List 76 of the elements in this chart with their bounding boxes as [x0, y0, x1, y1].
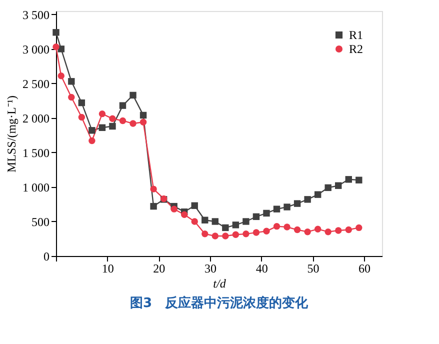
y-tick-label: 2 500	[22, 76, 50, 91]
point	[356, 176, 362, 184]
point	[242, 218, 250, 225]
point	[294, 226, 301, 234]
point	[273, 222, 280, 230]
x-tick-label: 40	[256, 262, 268, 276]
point	[88, 127, 96, 134]
point	[150, 186, 157, 192]
x-tick-label: 50	[307, 262, 320, 276]
point	[252, 229, 260, 236]
y-tick-label: 0	[44, 250, 50, 264]
point	[294, 200, 301, 207]
x-tick-label: 30	[204, 262, 217, 276]
point	[222, 224, 229, 232]
y-tick-label: 1 000	[22, 180, 50, 194]
point	[304, 196, 311, 203]
point	[78, 99, 86, 106]
point	[140, 112, 147, 119]
point	[130, 120, 136, 127]
point	[345, 226, 352, 234]
point	[284, 204, 290, 210]
y-axis-title: MLSS/(mg·L⁻¹)	[4, 96, 18, 172]
point	[88, 137, 96, 144]
point	[52, 29, 60, 36]
y-tick-label: 2 000	[22, 111, 50, 126]
point	[109, 122, 116, 130]
point	[150, 202, 157, 210]
point	[212, 218, 219, 225]
caption: 图3 反应器中污泥浓度的变化	[130, 295, 310, 311]
point	[68, 94, 75, 101]
point	[242, 230, 250, 238]
point	[202, 230, 208, 238]
point	[191, 202, 198, 209]
y-tick-label: 3 500	[22, 8, 50, 22]
point	[68, 78, 75, 85]
point	[324, 184, 332, 192]
point	[202, 216, 208, 224]
point	[273, 206, 280, 212]
y-tick-label: 500	[32, 214, 50, 229]
point	[98, 124, 106, 131]
y-tick-label: 1 500	[22, 146, 50, 160]
point	[109, 115, 116, 122]
legend-label: R1	[349, 28, 364, 42]
point	[119, 102, 126, 109]
point	[191, 218, 198, 225]
point	[222, 232, 229, 240]
point	[232, 222, 240, 228]
x-axis-title: t/d	[213, 276, 227, 290]
point	[345, 176, 352, 183]
point	[130, 92, 136, 99]
point	[78, 114, 86, 121]
x-tick-label: 60	[358, 262, 371, 276]
point	[232, 231, 240, 238]
point	[52, 44, 60, 50]
point	[170, 206, 178, 212]
point	[98, 110, 106, 118]
point	[180, 211, 188, 218]
point	[356, 224, 362, 232]
point	[119, 117, 126, 124]
point	[314, 226, 322, 232]
point	[58, 72, 64, 80]
y-tick-label: 3 000	[22, 42, 50, 56]
x-tick-label: 20	[153, 262, 166, 276]
point	[284, 224, 290, 230]
legend-label: R2	[349, 42, 364, 56]
point	[335, 182, 342, 189]
point	[314, 191, 322, 198]
x-tick-label: 10	[102, 262, 114, 276]
point	[324, 228, 332, 236]
point	[335, 227, 342, 234]
point	[212, 232, 219, 240]
point	[263, 210, 270, 217]
point	[252, 213, 260, 220]
point	[140, 118, 147, 126]
point	[263, 228, 270, 234]
point	[304, 228, 311, 236]
